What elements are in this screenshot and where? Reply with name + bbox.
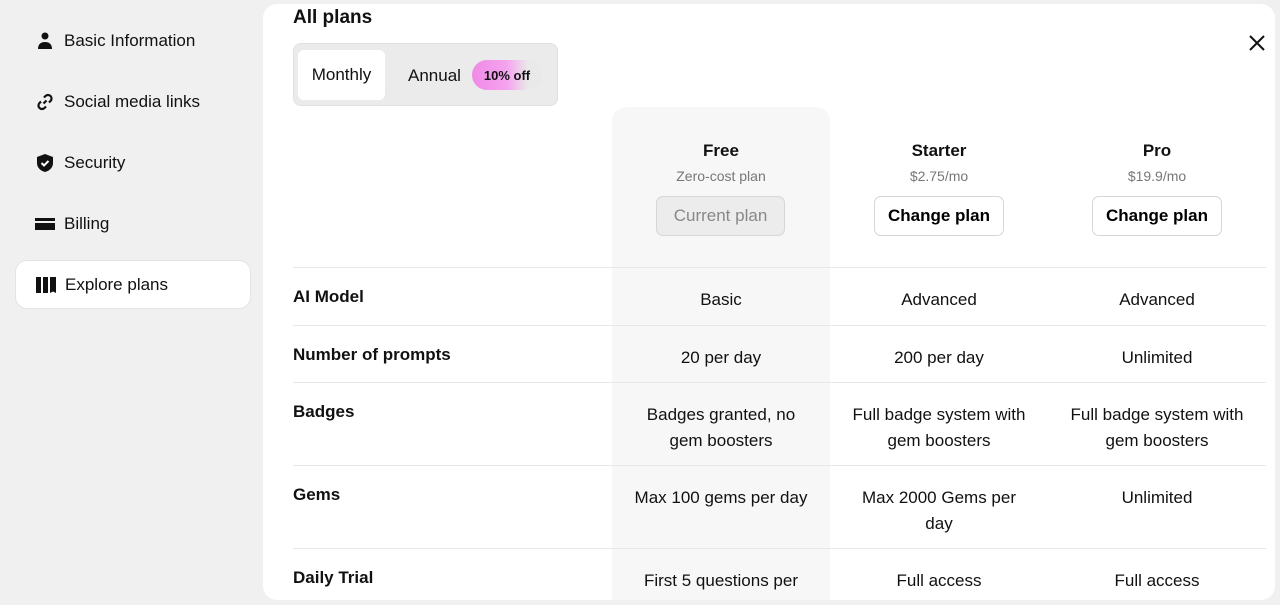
sidebar-item-social-media-links[interactable]: Social media links [15,77,251,126]
cell: Unlimited [1121,348,1193,367]
current-plan-button: Current plan [656,196,785,236]
cell: Advanced [1119,290,1195,309]
annual-option[interactable]: Annual [408,66,461,85]
person-icon [38,32,52,49]
cell: Full badge system with gem boosters [1070,405,1244,450]
row-label: Daily Trial [293,568,374,587]
row-label: Gems [293,485,341,504]
sidebar-item-label: Basic Information [64,30,196,50]
change-plan-pro-button[interactable]: Change plan [1092,196,1222,236]
plan-name-free: Free [703,141,739,160]
plan-price-starter: $2.75/mo [909,168,969,184]
sidebar-item-label: Explore plans [65,274,169,294]
current-plan-column-highlight [612,107,830,600]
sidebar: Basic Information Social media links Sec… [0,0,263,605]
table-row: Number of prompts 20 per day 200 per day… [293,325,1266,382]
table-row: Gems Max 100 gems per day Max 2000 Gems … [293,465,1266,548]
row-label: AI Model [293,287,364,306]
plan-price-pro: $19.9/mo [1127,168,1187,184]
plan-name-starter: Starter [911,141,967,160]
cell: Basic [700,290,742,309]
cell: Badges granted, no gem boosters [646,405,796,450]
table-row: Badges Badges granted, no gem boosters F… [293,382,1266,465]
page-title: All plans [293,7,373,28]
cell: First 5 questions per day [643,571,798,600]
sidebar-item-security[interactable]: Security [15,138,251,187]
card-icon [35,217,55,230]
cell: Full access [1114,571,1200,590]
cell: Full access [896,571,982,590]
monthly-option[interactable]: Monthly [298,50,385,100]
sidebar-item-basic-information[interactable]: Basic Information [15,16,251,65]
sidebar-item-label: Security [64,152,126,172]
billing-period-toggle: Monthly Annual 10% off [293,43,558,106]
cell: 200 per day [894,348,984,367]
plan-price-free: Zero-cost plan [676,168,766,184]
cell: Full badge system with gem boosters [852,405,1026,450]
plans-panel: All plans Monthly Annual 10% off Free Ze… [263,4,1275,600]
table-row: Daily Trial First 5 questions per day Fu… [293,548,1266,600]
discount-badge: 10% off [472,60,542,90]
cell: 20 per day [680,348,762,367]
columns-icon [36,276,56,293]
table-row: AI Model Basic Advanced Advanced [293,267,1266,325]
sidebar-item-billing[interactable]: Billing [15,199,251,248]
plan-name-pro: Pro [1142,141,1172,160]
row-label: Badges [293,402,355,421]
change-plan-starter-button[interactable]: Change plan [874,196,1004,236]
link-icon [37,93,53,110]
cell: Max 2000 Gems per day [861,488,1016,533]
row-label: Number of prompts [293,345,451,364]
shield-check-icon [37,153,53,172]
close-icon[interactable] [1248,34,1266,52]
sidebar-item-label: Billing [64,213,110,233]
cell: Max 100 gems per day [634,488,808,507]
cell: Advanced [901,290,977,309]
sidebar-item-label: Social media links [64,91,201,111]
sidebar-item-explore-plans[interactable]: Explore plans [15,260,251,309]
cell: Unlimited [1121,488,1193,507]
